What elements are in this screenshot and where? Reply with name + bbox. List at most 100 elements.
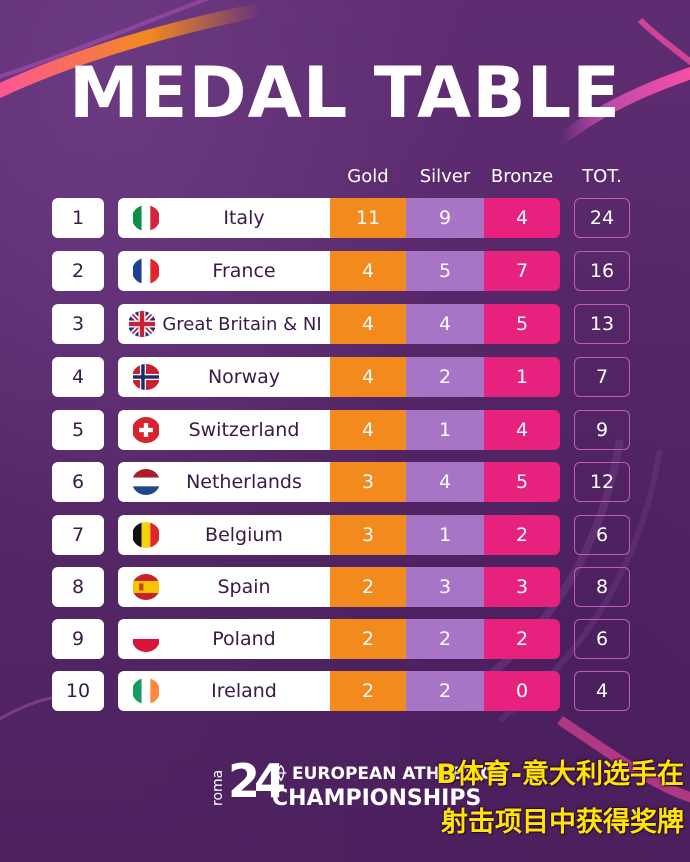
country-name: Poland <box>212 628 276 650</box>
gold-cell: 3 <box>330 462 406 502</box>
gold-cell: 11 <box>330 198 406 238</box>
column-header-total: TOT. <box>582 166 622 187</box>
country-cell: Spain <box>118 567 330 607</box>
rank-cell: 8 <box>52 567 104 607</box>
gold-cell: 2 <box>330 671 406 711</box>
table-row: 3 Great Britain & NI 4 4 5 13 <box>0 304 690 344</box>
bronze-cell: 4 <box>484 410 560 450</box>
rank-cell: 6 <box>52 462 104 502</box>
silver-cell: 2 <box>406 357 484 397</box>
netherlands-flag-icon <box>133 469 159 495</box>
uk-flag-icon <box>128 311 156 337</box>
total-cell: 7 <box>574 357 630 397</box>
silver-cell: 1 <box>406 410 484 450</box>
total-cell: 12 <box>574 462 630 502</box>
country-cell: Netherlands <box>118 462 330 502</box>
table-row: 10 Ireland 2 2 0 4 <box>0 671 690 711</box>
rank-cell: 5 <box>52 410 104 450</box>
table-row: 8 Spain 2 3 3 8 <box>0 567 690 607</box>
rank-cell: 10 <box>52 671 104 711</box>
silver-cell: 2 <box>406 619 484 659</box>
total-cell: 4 <box>574 671 630 711</box>
norway-flag-icon <box>133 364 159 390</box>
bronze-cell: 5 <box>484 304 560 344</box>
total-cell: 6 <box>574 619 630 659</box>
page-title: MEDAL TABLE <box>69 52 621 134</box>
total-cell: 8 <box>574 567 630 607</box>
gold-cell: 4 <box>330 410 406 450</box>
france-flag-icon <box>133 258 159 284</box>
bronze-cell: 0 <box>484 671 560 711</box>
ireland-flag-icon <box>133 678 159 704</box>
bronze-cell: 3 <box>484 567 560 607</box>
poland-flag-icon <box>132 626 160 652</box>
bronze-cell: 2 <box>484 515 560 555</box>
silver-cell: 4 <box>406 304 484 344</box>
country-cell: Belgium <box>118 515 330 555</box>
country-name: Norway <box>207 366 281 388</box>
italy-flag-icon <box>133 205 159 231</box>
rank-cell: 1 <box>52 198 104 238</box>
table-row: 7 Belgium 3 1 2 6 <box>0 515 690 555</box>
gold-cell: 4 <box>330 251 406 291</box>
table-row: 4 Norway 4 2 1 7 <box>0 357 690 397</box>
table-row: 9 Poland 2 2 2 6 <box>0 619 690 659</box>
gold-cell: 4 <box>330 357 406 397</box>
silver-cell: 5 <box>406 251 484 291</box>
country-cell: Switzerland <box>118 410 330 450</box>
country-cell: Ireland <box>118 671 330 711</box>
gold-cell: 2 <box>330 567 406 607</box>
bronze-cell: 5 <box>484 462 560 502</box>
logo-year: 24 <box>228 754 286 808</box>
bronze-cell: 4 <box>484 198 560 238</box>
total-cell: 9 <box>574 410 630 450</box>
logo-city: roma <box>210 769 226 806</box>
rank-cell: 4 <box>52 357 104 397</box>
country-cell: Poland <box>118 619 330 659</box>
athletics-emblem-icon <box>275 764 287 782</box>
bronze-cell: 2 <box>484 619 560 659</box>
country-name: Spain <box>217 576 271 598</box>
belgium-flag-icon <box>133 522 159 548</box>
total-cell: 16 <box>574 251 630 291</box>
column-header-silver: Silver <box>419 166 471 187</box>
silver-cell: 4 <box>406 462 484 502</box>
table-row: 2 France 4 5 7 16 <box>0 251 690 291</box>
column-header-gold: Gold <box>347 166 389 187</box>
country-name: Ireland <box>211 680 277 702</box>
gold-cell: 3 <box>330 515 406 555</box>
rank-cell: 2 <box>52 251 104 291</box>
logo-line-1: EUROPEAN ATHLETICS <box>292 764 506 784</box>
watermark-line-2: 射击项目中获得奖牌 <box>441 807 684 838</box>
total-cell: 13 <box>574 304 630 344</box>
rank-cell: 3 <box>52 304 104 344</box>
bronze-cell: 7 <box>484 251 560 291</box>
rank-cell: 7 <box>52 515 104 555</box>
country-name: Belgium <box>205 524 283 546</box>
country-name: Italy <box>223 207 265 229</box>
column-header-bronze: Bronze <box>490 166 554 187</box>
total-cell: 6 <box>574 515 630 555</box>
silver-cell: 3 <box>406 567 484 607</box>
country-name: France <box>212 260 276 282</box>
silver-cell: 1 <box>406 515 484 555</box>
logo-line-2: CHAMPIONSHIPS <box>272 786 482 811</box>
table-row: 1 Italy 11 9 4 24 <box>0 198 690 238</box>
country-cell: Italy <box>118 198 330 238</box>
bronze-cell: 1 <box>484 357 560 397</box>
gold-cell: 4 <box>330 304 406 344</box>
spain-flag-icon <box>133 574 159 600</box>
rank-cell: 9 <box>52 619 104 659</box>
gold-cell: 2 <box>330 619 406 659</box>
country-cell: Great Britain & NI <box>118 304 330 344</box>
country-name: Switzerland <box>188 419 300 441</box>
country-name: Netherlands <box>186 471 302 493</box>
table-row: 5 Switzerland 4 1 4 9 <box>0 410 690 450</box>
table-row: 6 Netherlands 3 4 5 12 <box>0 462 690 502</box>
silver-cell: 9 <box>406 198 484 238</box>
silver-cell: 2 <box>406 671 484 711</box>
switzerland-flag-icon <box>133 417 159 443</box>
country-cell: France <box>118 251 330 291</box>
country-name: Great Britain & NI <box>162 313 322 335</box>
total-cell: 24 <box>574 198 630 238</box>
